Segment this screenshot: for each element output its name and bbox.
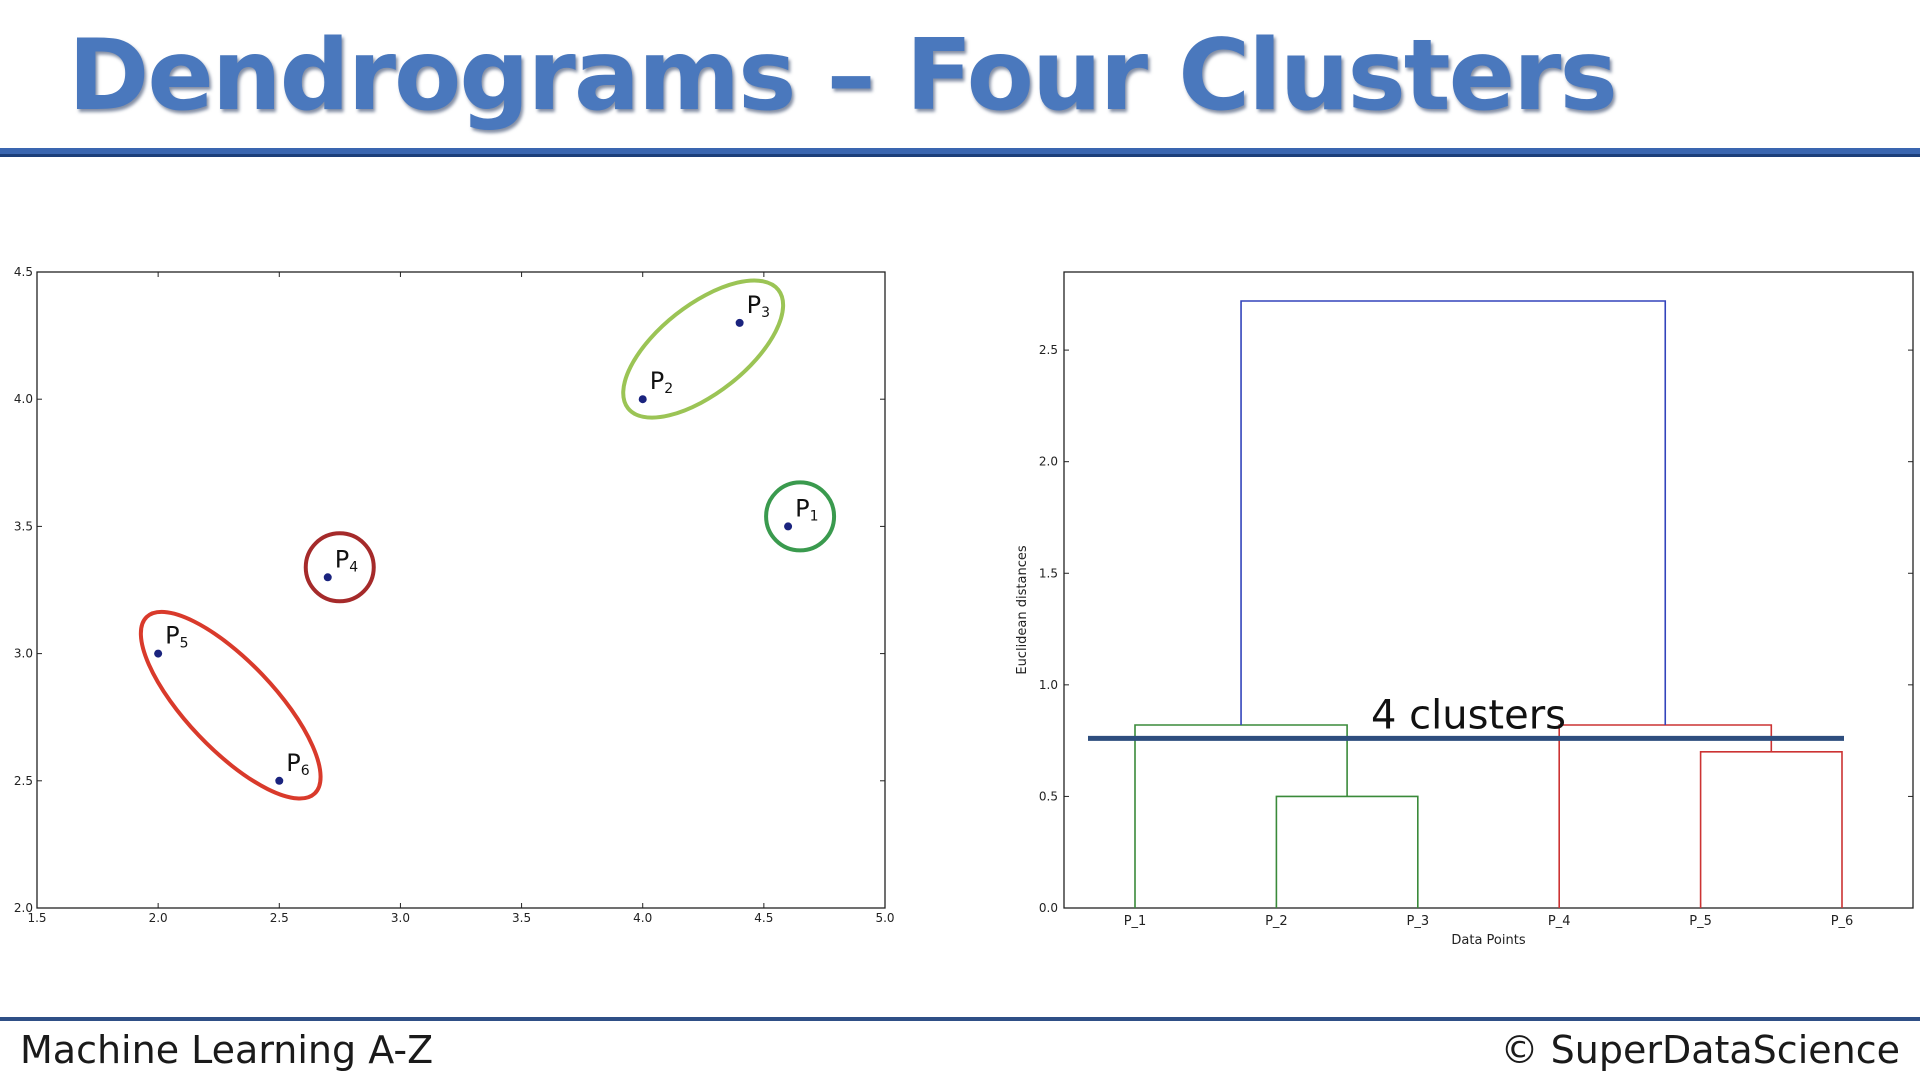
point-label-subscript: 2 — [664, 381, 673, 397]
y-tick-label: 1.5 — [1039, 566, 1058, 580]
scatter-plot: 1.5 2.0 2.5 3.0 3.5 4.0 4.5 5.02.02.53.03.54.04… — [14, 265, 895, 925]
dendrogram-chart: 0.0 0.5 1.0 1.5 2.0 2.5 P_1 P_2 P_3 P_4 P_5 P_6 4 cl… — [1015, 271, 1914, 948]
x-tick-label: P_2 — [1265, 914, 1288, 929]
y-axis-label: Euclidean distances — [1015, 545, 1030, 674]
y-tick-label: 2.0 — [14, 901, 33, 915]
threshold-label: 4 clusters — [1371, 692, 1566, 738]
data-point — [154, 649, 163, 658]
footer-copyright: © SuperDataScience — [1500, 1028, 1900, 1072]
x-axis-label: Data Points — [1451, 933, 1525, 948]
x-tick-label: P_3 — [1406, 914, 1429, 929]
cluster-outline — [621, 278, 786, 420]
footer-course-name: Machine Learning A-Z — [20, 1028, 434, 1072]
data-point — [638, 395, 647, 404]
point-label-subscript: 6 — [301, 763, 310, 779]
x-tick-label: P_6 — [1831, 914, 1854, 929]
dendrogram-frame — [1063, 271, 1914, 909]
dendrogram-link — [1134, 724, 1348, 908]
x-tick-label: 5.0 — [875, 911, 894, 925]
x-tick-label: 2.0 — [149, 911, 168, 925]
point-label-subscript: 4 — [349, 559, 358, 575]
point-label-subscript: 5 — [180, 636, 189, 652]
data-point — [735, 318, 744, 327]
x-tick-label: 4.5 — [754, 911, 773, 925]
cluster-outline — [764, 480, 837, 553]
y-tick-label: 2.5 — [14, 774, 33, 788]
x-tick-label: P_1 — [1124, 914, 1147, 929]
dendrogram-link — [1240, 300, 1667, 726]
y-tick-label: 0.0 — [1039, 901, 1058, 915]
y-tick-label: 3.5 — [14, 519, 33, 533]
y-tick-label: 0.5 — [1039, 789, 1058, 803]
y-tick-label: 2.5 — [1039, 343, 1058, 357]
x-tick-label: 4.0 — [633, 911, 652, 925]
y-tick-label: 3.0 — [14, 647, 33, 661]
x-tick-label: 3.5 — [512, 911, 531, 925]
x-tick-label: P_4 — [1548, 914, 1571, 929]
point-label-subscript: 3 — [761, 305, 770, 321]
slide-title: Dendrograms – Four Clusters — [68, 19, 1618, 133]
cluster-outline — [303, 531, 376, 604]
y-tick-label: 4.0 — [14, 392, 33, 406]
y-tick-label: 2.0 — [1039, 455, 1058, 469]
data-point — [275, 776, 284, 785]
data-point — [323, 573, 332, 582]
x-tick-label: 1.5 — [27, 911, 46, 925]
x-tick-label: 3.0 — [391, 911, 410, 925]
title-divider — [0, 148, 1920, 157]
y-tick-label: 1.0 — [1039, 678, 1058, 692]
point-label-subscript: 1 — [810, 508, 819, 524]
data-point — [784, 522, 793, 531]
y-tick-label: 4.5 — [14, 265, 33, 279]
x-tick-label: 2.5 — [270, 911, 289, 925]
cluster-outline — [138, 609, 323, 801]
footer-divider — [0, 1017, 1920, 1021]
scatter-plot-frame — [36, 271, 886, 909]
x-tick-label: P_5 — [1689, 914, 1712, 929]
